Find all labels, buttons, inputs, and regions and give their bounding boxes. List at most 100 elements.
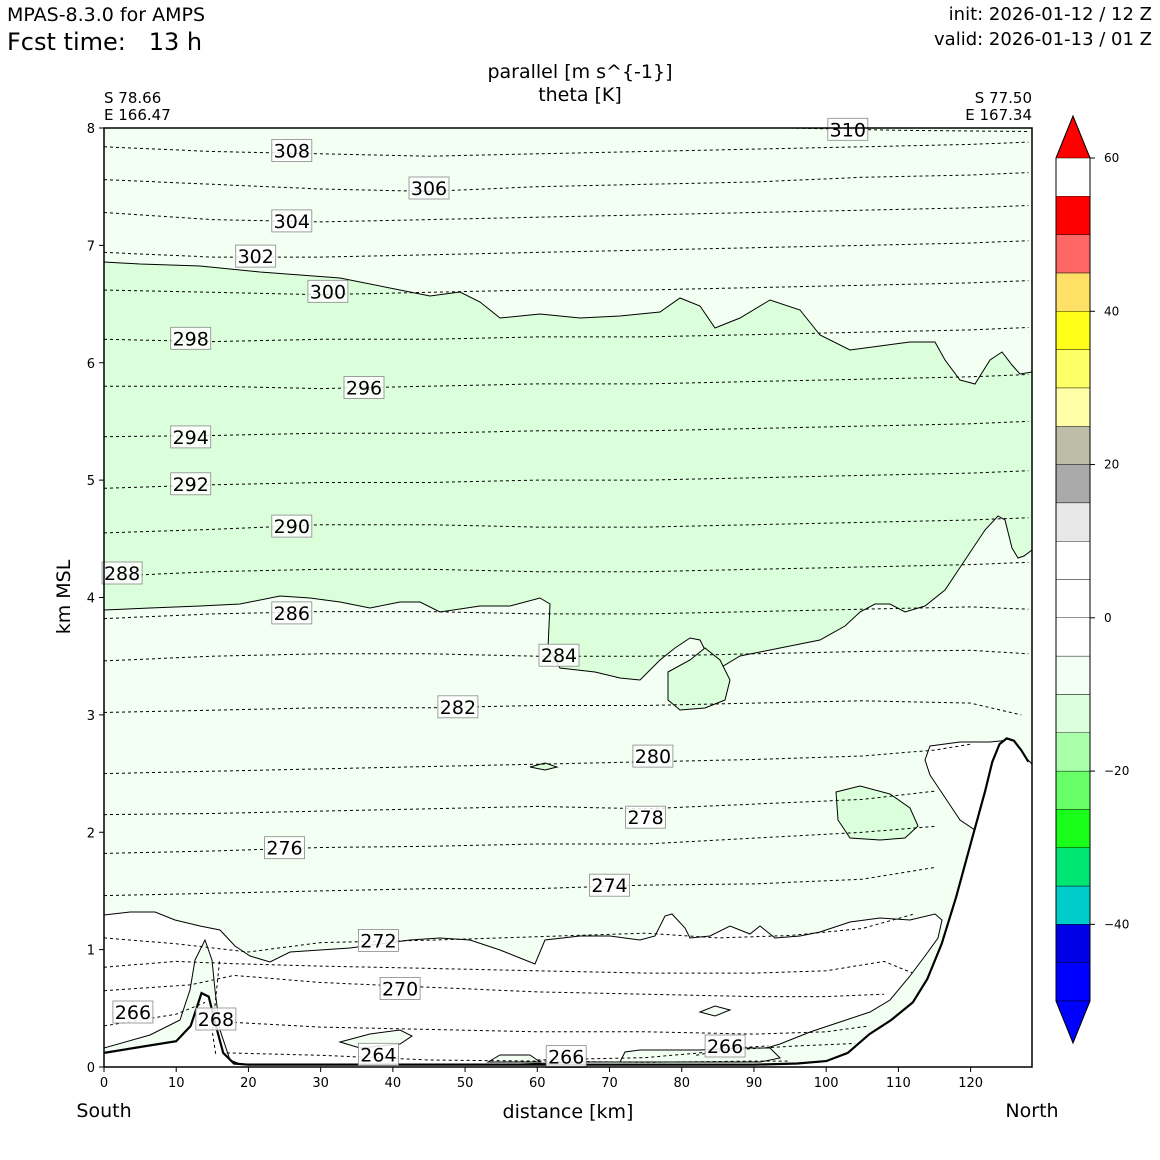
x-tick-label: 110 [886,1076,911,1091]
theta-contour-284 [104,649,1029,662]
x-tick-label: 90 [746,1076,763,1091]
theta-label-text: 290 [274,516,310,538]
theta-label-280: 280 [632,744,674,768]
theta-contour-278 [104,790,935,816]
y-tick-label: 1 [87,944,95,959]
theta-contour-290 [104,517,1029,534]
y-tick-label: 5 [87,474,95,489]
x-left-label: South [76,1100,131,1122]
x-tick-label: 100 [814,1076,839,1091]
colorbar-segment [1055,311,1091,350]
x-tick-label: 10 [168,1076,185,1091]
wind-fill-surface-blob-b [698,1005,732,1017]
y-tick-label: 2 [87,826,95,841]
colorbar-segment [1055,694,1091,733]
theta-contour-300 [104,280,1029,296]
colorbar-segment [1055,502,1091,542]
theta-label-276: 276 [264,836,305,860]
theta-label-box [408,176,450,200]
colorbar-tick-label: 20 [1104,458,1119,472]
colorbar-segment [1055,579,1091,618]
x-tick-label: 120 [958,1076,983,1091]
theta-label-268: 268 [195,1007,237,1031]
colorbar-tick-label: −40 [1104,917,1129,931]
end-lon: E 167.34 [965,106,1032,124]
colorbar-segment [1055,809,1091,848]
theta-contour-282 [104,700,1022,716]
y-tick-label: 7 [87,239,95,254]
theta-label-266: 266 [112,1000,154,1024]
theta-label-286: 286 [271,601,313,625]
theta-label-266: 266 [545,1045,587,1069]
theta-label-text: 282 [440,697,476,719]
theta-label-box [625,805,666,829]
theta-contour-270 [104,974,885,998]
valid-time: valid: 2026-01-13 / 01 Z [934,29,1152,50]
colorbar-segment [1055,847,1091,887]
theta-label-266: 266 [704,1034,746,1058]
colorbar-over-arrow [1055,115,1091,159]
theta-label-292: 292 [170,472,212,496]
theta-label-text: 280 [635,746,671,768]
colorbar-tick-label: 40 [1104,304,1119,318]
colorbar-segment [1055,426,1091,465]
theta-label-box [170,472,212,496]
theta-label-text: 266 [115,1002,151,1024]
wind-fill-surface-blob-d [486,1054,542,1063]
colorbar-outline [1055,114,1091,1045]
theta-label-box [589,873,630,897]
theta-label-text: 274 [591,875,627,897]
colorbar-segment [1055,770,1091,810]
start-lon: E 166.47 [104,106,171,124]
theta-contour-labels: 264 266 266 266 268 270 272 274 276 278 280 282 284 2… [101,117,869,1069]
theta-label-text: 308 [274,141,310,163]
theta-label-text: 276 [266,838,302,860]
y-tick-label: 8 [87,122,95,137]
x-tick-label: 40 [385,1076,402,1091]
theta-label-296: 296 [343,376,385,400]
start-lat: S 78.66 [104,89,161,107]
theta-label-text: 270 [382,979,418,1001]
theta-label-box [235,244,277,268]
theta-label-box [538,643,580,667]
wind-fill-tiny-blob [529,762,559,771]
theta-label-box [271,209,313,233]
theta-label-box [343,376,385,400]
theta-label-box [357,929,399,952]
theta-label-box [264,836,305,860]
theta-label-text: 296 [346,378,382,400]
y-tick-label: 0 [87,1061,95,1076]
model-name: MPAS-8.3.0 for AMPS [7,4,206,26]
theta-label-box [307,279,349,303]
colorbar-under-arrow [1055,1000,1091,1044]
colorbar-segment [1055,962,1091,1002]
init-time: init: 2026-01-12 / 12 Z [948,4,1152,25]
theta-label-box [827,117,869,141]
theta-label-text: 304 [274,211,310,233]
forecast-time-label: Fcst time: [7,28,126,56]
x-tick-label: 0 [100,1076,108,1091]
colorbar-segment [1055,196,1091,235]
theta-label-304: 304 [271,209,313,233]
theta-label-box [271,514,313,538]
theta-label-box [704,1034,746,1058]
theta-label-text: 306 [411,178,447,200]
y-tick-label: 4 [87,592,95,607]
chart-title: parallel [m s^{-1}] [487,61,672,83]
colorbar-segment [1055,541,1091,580]
theta-label-300: 300 [307,279,349,303]
theta-label-text: 264 [360,1044,396,1066]
theta-contour-292 [104,470,1029,489]
theta-label-272: 272 [357,929,399,952]
theta-contour-272 [104,913,913,953]
wind-fill-upper-band [104,261,1032,681]
colorbar: −40 −20 0 20 40 60 [1055,114,1129,1045]
theta-label-282: 282 [437,695,479,719]
theta-label-box [195,1007,237,1031]
theta-label-box [271,601,313,625]
theta-label-270: 270 [379,977,421,1001]
theta-label-text: 268 [198,1009,234,1031]
theta-label-302: 302 [235,244,277,268]
theta-label-box [271,139,313,162]
colorbar-segment [1055,387,1091,427]
